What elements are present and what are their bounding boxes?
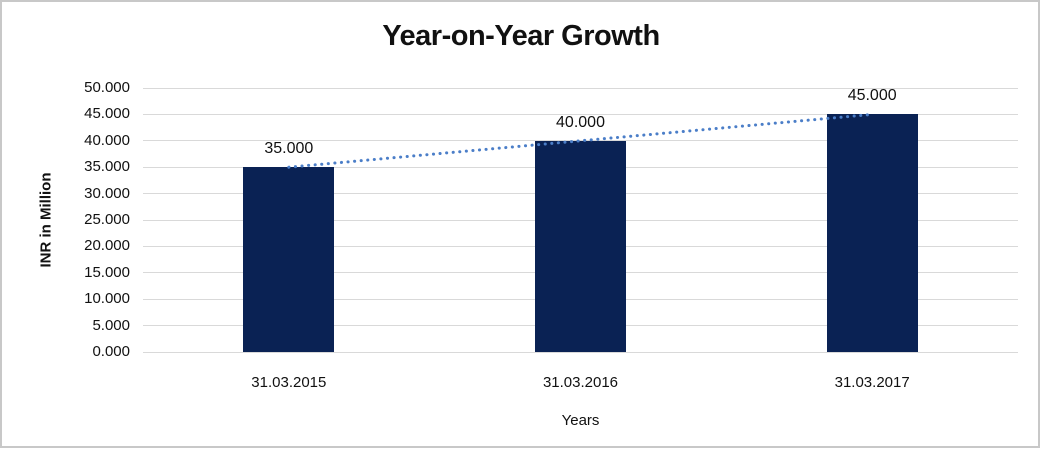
y-tick-label: 50.000 [84,79,130,96]
bar-data-label: 40.000 [556,113,605,131]
chart-title: Year-on-Year Growth [382,20,660,52]
bar [535,140,626,352]
bar [243,167,335,352]
x-axis-title: Years [561,412,600,429]
x-tick-label: 31.03.2015 [251,374,327,391]
bar-data-label: 35.000 [264,140,314,158]
bar [826,114,918,352]
gridline [143,87,1018,89]
y-tick-label: 15.000 [84,263,130,281]
y-tick-label: 25.000 [84,211,130,228]
y-tick-label: 35.000 [84,158,130,176]
gridline [143,351,1018,353]
y-tick-label: 30.000 [84,184,130,202]
y-tick-label: 10.000 [84,290,130,308]
x-tick-label: 31.03.2016 [542,374,619,391]
x-tick-label: 31.03.2017 [834,374,910,391]
y-tick-label: 45.000 [84,105,130,123]
y-tick-label: 20.000 [84,237,130,255]
y-tick-label: 0.000 [92,343,130,360]
bar-data-label: 45.000 [847,87,897,105]
y-tick-label: 5.000 [92,316,130,334]
y-tick-label: 40.000 [84,131,130,149]
